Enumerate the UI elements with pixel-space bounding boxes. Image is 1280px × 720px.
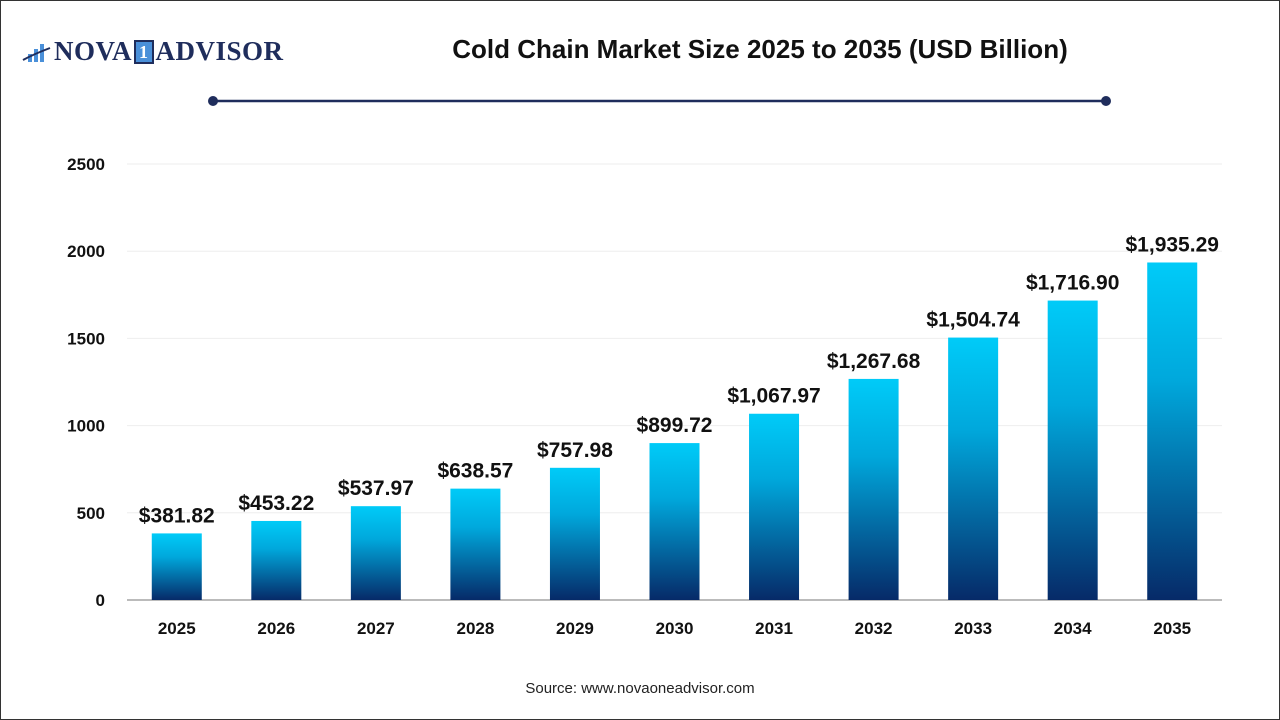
bar-2026: [251, 520, 302, 600]
x-tick-label: 2026: [257, 619, 295, 638]
bar-2033: [948, 337, 999, 600]
y-tick-label: 1000: [67, 417, 105, 436]
x-tick-label: 2025: [158, 619, 196, 638]
data-label: $638.57: [437, 460, 513, 483]
data-label: $537.97: [338, 477, 414, 500]
y-tick-label: 2000: [67, 242, 105, 261]
logo-text-nova: NOVA: [54, 36, 133, 66]
logo: NOVA 1 ADVISOR: [22, 36, 284, 67]
chart-title: Cold Chain Market Size 2025 to 2035 (USD…: [452, 34, 1068, 64]
data-label: $381.82: [139, 504, 215, 527]
y-tick-label: 0: [96, 591, 105, 610]
source-note: Source: www.novaoneadvisor.com: [525, 680, 755, 697]
data-label: $1,067.97: [727, 385, 820, 408]
data-label: $1,504.74: [926, 309, 1020, 332]
y-tick-label: 2500: [67, 155, 105, 174]
bar-2032: [848, 378, 899, 600]
bar-2027: [350, 506, 401, 600]
bar-2035: [1147, 262, 1198, 600]
bar-2028: [450, 488, 501, 600]
data-label: $1,935.29: [1126, 233, 1219, 256]
x-tick-label: 2027: [357, 619, 395, 638]
y-tick-label: 1500: [67, 329, 105, 348]
x-tick-label: 2032: [855, 619, 893, 638]
x-tick-label: 2028: [456, 619, 494, 638]
title-divider: [208, 96, 1111, 106]
bar-2025: [151, 533, 202, 600]
x-tick-label: 2031: [755, 619, 793, 638]
y-tick-label: 500: [77, 504, 105, 523]
x-tick-label: 2029: [556, 619, 594, 638]
data-label: $453.22: [238, 492, 314, 515]
bar-2030: [649, 443, 700, 600]
x-tick-label: 2033: [954, 619, 992, 638]
data-label: $1,267.68: [827, 350, 921, 373]
x-tick-label: 2030: [656, 619, 694, 638]
x-tick-label: 2035: [1153, 619, 1191, 638]
bar-chart-logo-icon: [22, 43, 51, 62]
data-label: $1,716.90: [1026, 272, 1119, 295]
bar-2034: [1047, 300, 1098, 600]
bar-2029: [549, 467, 600, 600]
data-label: $757.98: [537, 439, 613, 462]
logo-text-advisor: ADVISOR: [155, 36, 284, 66]
x-tick-label: 2034: [1054, 619, 1092, 638]
bar-2031: [749, 413, 800, 600]
logo-text-one: 1: [134, 39, 154, 64]
data-label: $899.72: [637, 414, 713, 437]
